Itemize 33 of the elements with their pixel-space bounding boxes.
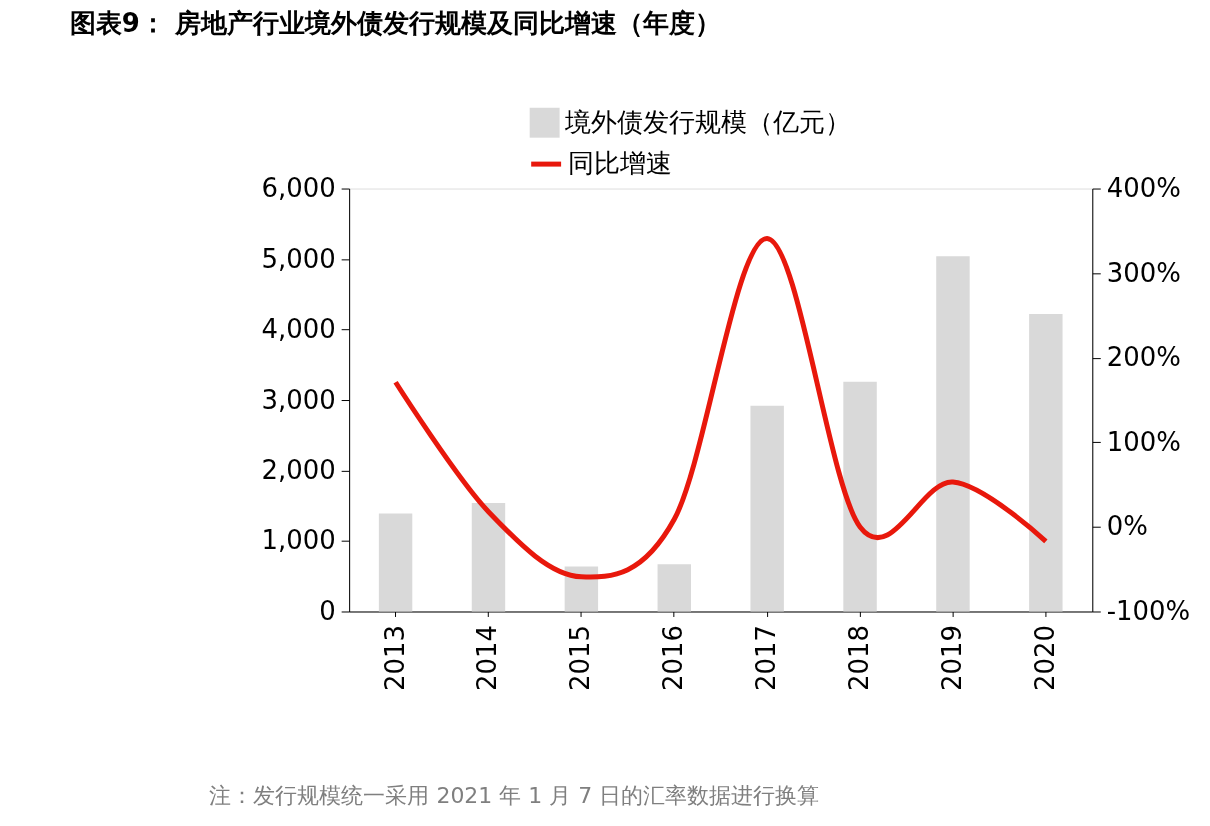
x-tick-label: 2017	[751, 624, 782, 691]
bar	[750, 405, 784, 612]
y2-tick-label: 200%	[1106, 342, 1181, 373]
bar	[1029, 314, 1063, 612]
chart-title: 图表9： 房地产行业境外债发行规模及同比增速（年度）	[69, 7, 721, 38]
y-tick-label: 3,000	[261, 384, 336, 415]
x-tick-label: 2016	[658, 624, 689, 691]
legend-label: 境外债发行规模（亿元）	[563, 106, 851, 137]
x-tick-label: 2013	[379, 624, 410, 691]
y-tick-label: 2,000	[261, 454, 336, 485]
y-tick-label: 1,000	[261, 525, 336, 556]
y2-tick-label: 300%	[1106, 257, 1181, 288]
bar	[378, 513, 413, 612]
text: 注：发行规模统一采用 2021 年 1 月 7 日的汇率数据进行换算	[209, 783, 820, 809]
legend-label: 同比增速	[567, 148, 672, 179]
x-tick-label: 2020	[1029, 624, 1060, 691]
bar	[657, 564, 691, 612]
bar	[471, 502, 506, 612]
bar	[936, 256, 970, 612]
x-tick-label: 2018	[844, 624, 875, 691]
bar	[843, 381, 877, 612]
x-tick-label: 2015	[565, 624, 596, 691]
y2-tick-label: 100%	[1106, 426, 1181, 457]
y2-tick-label: 0%	[1106, 511, 1148, 542]
y-tick-label: 5,000	[261, 243, 336, 274]
y-tick-label: 4,000	[261, 314, 336, 345]
y-tick-label: 6,000	[261, 173, 336, 204]
y2-tick-label: 400%	[1106, 173, 1181, 204]
x-tick-label: 2019	[936, 624, 967, 691]
x-tick-label: 2014	[472, 624, 503, 691]
y2-tick-label: -100%	[1106, 595, 1191, 626]
line-series	[393, 235, 1049, 580]
y-tick-label: 0	[319, 595, 336, 626]
